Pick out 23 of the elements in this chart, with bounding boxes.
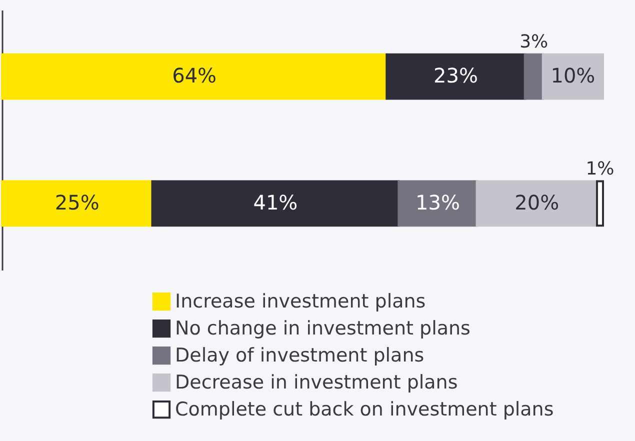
legend-label: Complete cut back on investment plans	[175, 398, 554, 420]
bar	[524, 53, 544, 100]
data-label: 64%	[172, 64, 217, 88]
data-label: 1%	[586, 158, 614, 180]
bar	[386, 53, 526, 100]
data-label: 41%	[253, 190, 298, 214]
bar	[596, 180, 604, 227]
legend-label: Decrease in investment plans	[175, 372, 458, 394]
bar	[1, 180, 154, 227]
data-label: 23%	[434, 64, 478, 88]
legend-label: Increase investment plans	[175, 290, 426, 312]
data-label: 25%	[54, 190, 100, 214]
data-label: 10%	[550, 64, 596, 88]
data-label: 3%	[520, 32, 548, 53]
bar	[151, 180, 400, 227]
data-label: 13%	[416, 190, 460, 214]
legend-label: No change in investment plans	[175, 318, 470, 340]
bar	[398, 180, 478, 227]
data-label: 20%	[514, 190, 560, 214]
bar	[1, 53, 388, 100]
bar	[476, 180, 598, 227]
legend-label: Delay of investment plans	[175, 344, 424, 366]
bar	[542, 53, 604, 100]
